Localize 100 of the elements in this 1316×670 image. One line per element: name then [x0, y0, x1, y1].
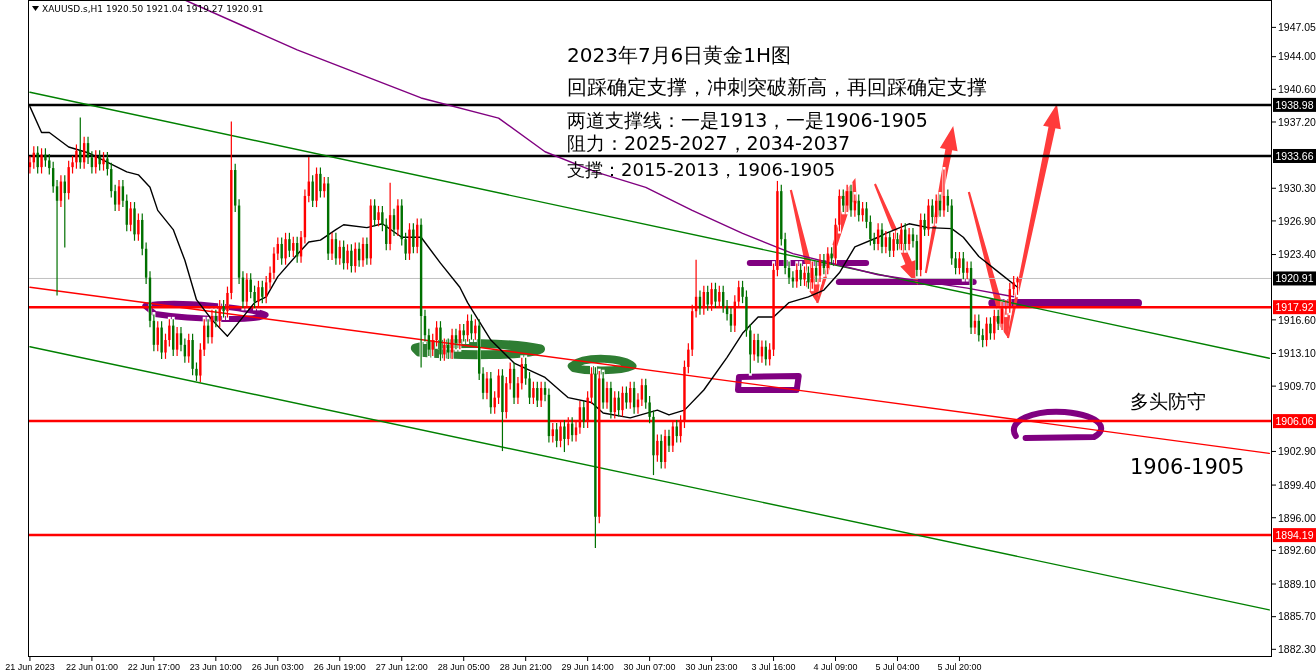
candlestick	[563, 420, 566, 453]
candlestick	[900, 223, 903, 251]
candlestick	[129, 202, 132, 232]
candlestick	[931, 199, 934, 224]
candlestick	[497, 369, 500, 405]
candlestick	[861, 202, 864, 222]
candlestick	[137, 213, 140, 241]
x-tick-label: 26 Jun 03:00	[251, 662, 304, 670]
candlestick	[528, 372, 531, 405]
candlestick	[75, 144, 78, 169]
candlestick	[439, 321, 442, 361]
x-tick-label: 28 Jun 21:00	[499, 662, 552, 670]
x-tick-label: 23 Jun 10:00	[189, 662, 242, 670]
candlestick	[590, 367, 593, 405]
candlestick	[133, 202, 136, 241]
candlestick	[923, 213, 926, 236]
x-tick-label: 27 Jun 12:00	[375, 662, 428, 670]
candlestick	[954, 252, 957, 275]
candlestick	[993, 309, 996, 340]
candlestick	[555, 422, 558, 448]
candlestick	[381, 205, 384, 232]
candlestick	[40, 148, 43, 174]
candlestick	[652, 410, 655, 476]
candlestick	[98, 150, 101, 171]
candlestick	[350, 244, 353, 273]
text: 回踩确定支撑，冲刺突破新高，再回踩确定支撑	[567, 75, 987, 99]
candlestick	[164, 333, 167, 359]
candlestick	[648, 396, 651, 424]
candlestick	[985, 317, 988, 347]
candlestick	[253, 285, 256, 308]
candlestick	[869, 215, 872, 246]
candlestick	[102, 152, 105, 171]
ref-line-label: 1894.19	[1275, 529, 1314, 542]
candlestick	[803, 266, 806, 286]
y-tick-label: 1896.00	[1278, 511, 1316, 524]
y-tick-label: 1944.00	[1278, 50, 1316, 63]
candlestick	[714, 282, 717, 308]
candlestick	[927, 199, 930, 236]
candlestick	[48, 154, 51, 175]
x-tick-label: 22 Jun 01:00	[65, 662, 118, 670]
y-tick-label: 1902.90	[1278, 445, 1316, 458]
x-tick-label: 3 Jul 16:00	[751, 662, 796, 670]
candlestick	[412, 223, 415, 254]
candlestick	[896, 232, 899, 251]
y-tick-label: 1926.90	[1278, 214, 1316, 227]
candlestick	[621, 386, 624, 417]
x-tick-label: 5 Jul 04:00	[875, 662, 920, 670]
candlestick	[280, 237, 283, 265]
x-tick-label: 28 Jun 05:00	[437, 662, 490, 670]
candlestick	[962, 252, 965, 280]
y-tick-label: 1885.70	[1278, 610, 1316, 623]
annotation: 阻力：2025-2027，2034-2037	[567, 132, 851, 154]
x-tick-label: 21 Jun 2023	[5, 662, 55, 670]
candlestick	[319, 167, 322, 198]
candlestick	[408, 223, 411, 260]
candlestick	[1016, 276, 1019, 295]
candlestick	[346, 244, 349, 270]
candlestick	[36, 146, 39, 174]
candlestick	[617, 391, 620, 417]
candlestick	[1012, 276, 1015, 296]
ref-line-label: 1906.06	[1275, 415, 1314, 428]
x-tick-label: 26 Jun 19:00	[313, 662, 366, 670]
candlestick	[249, 273, 252, 299]
y-tick-label: 1923.40	[1278, 248, 1316, 261]
annotation: 1906-1905	[1130, 455, 1245, 479]
text: 2023年7月6日黄金1H图	[567, 43, 792, 67]
candlestick	[745, 290, 748, 337]
candlestick	[501, 369, 504, 452]
y-tick-label: 1913.10	[1278, 347, 1316, 360]
x-tick-label: 30 Jun 23:00	[685, 662, 738, 670]
candlestick	[768, 343, 771, 366]
ref-line-label: 1917.92	[1275, 301, 1314, 314]
x-tick-label: 5 Jul 20:00	[937, 662, 982, 670]
candlestick	[865, 202, 868, 229]
candlestick	[834, 218, 837, 265]
candlestick	[106, 152, 109, 176]
candlestick	[958, 252, 961, 275]
ref-line-label: 1938.98	[1275, 98, 1314, 111]
y-tick-label: 1909.70	[1278, 379, 1316, 392]
ref-line-label: 1920.91	[1275, 272, 1314, 285]
y-tick-label: 1930.30	[1278, 182, 1316, 195]
x-tick-label: 30 Jun 07:00	[623, 662, 676, 670]
candlestick	[373, 199, 376, 227]
candlestick	[311, 175, 314, 208]
y-tick-label: 1916.60	[1278, 313, 1316, 326]
candlestick	[261, 280, 264, 304]
candlestick	[284, 232, 287, 265]
candlestick	[532, 381, 535, 405]
candlestick	[342, 240, 345, 270]
candlestick	[435, 321, 438, 347]
candlestick	[288, 232, 291, 258]
y-tick-label: 1899.40	[1278, 478, 1316, 491]
candlestick	[466, 314, 469, 342]
candlestick	[470, 314, 473, 340]
candlestick	[807, 266, 810, 289]
candlestick	[377, 205, 380, 227]
candlestick	[44, 148, 47, 167]
y-tick-label: 1882.30	[1278, 643, 1316, 656]
candlestick	[892, 232, 895, 258]
candlestick	[315, 167, 318, 208]
